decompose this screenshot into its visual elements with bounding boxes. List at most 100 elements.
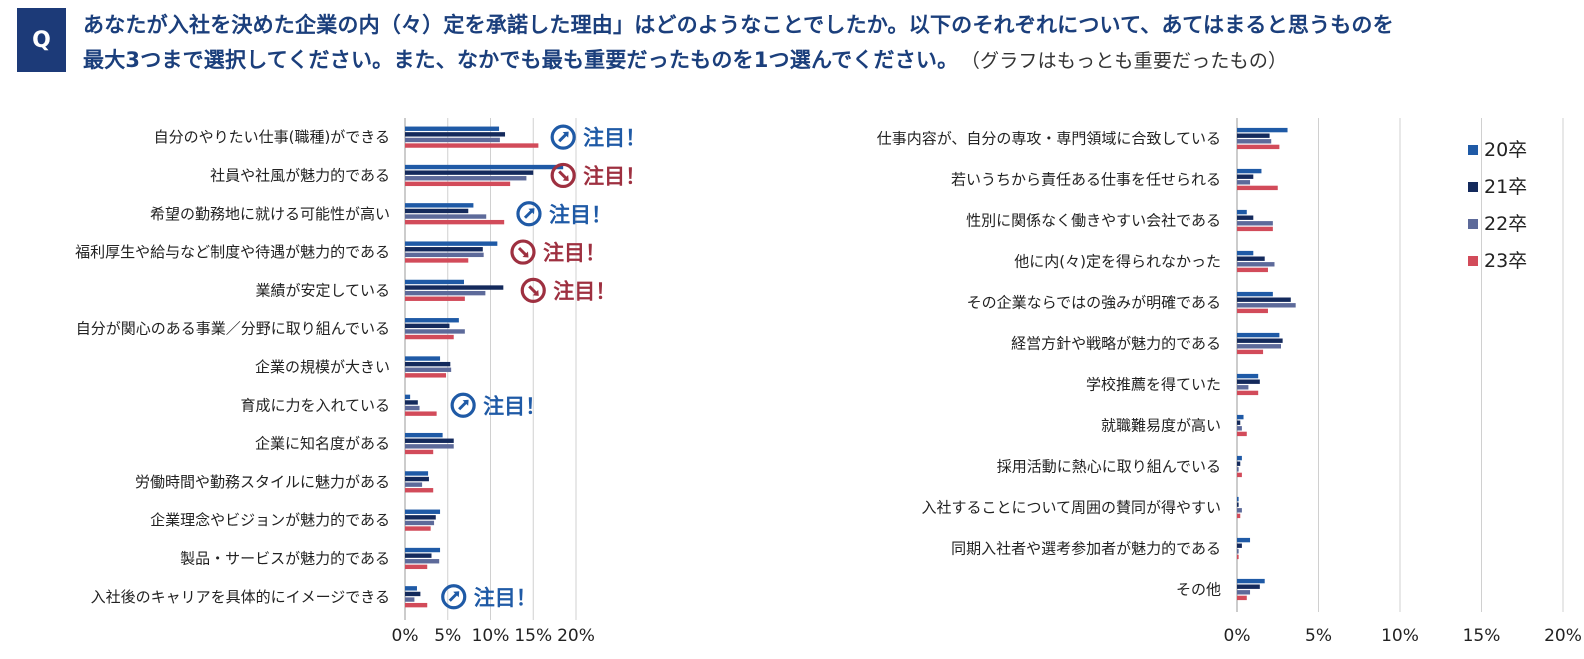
bar-21卒	[1237, 584, 1260, 589]
bar-23卒	[1237, 390, 1259, 396]
bar-22卒	[405, 137, 500, 143]
annotation-label: 注目！	[549, 203, 612, 227]
category-label: 採用活動に熱心に取り組んでいる	[997, 458, 1221, 476]
bar-21卒	[405, 476, 429, 482]
x-tick-label: 20%	[557, 626, 595, 646]
annotation-callout: 注目！	[516, 201, 612, 227]
bar-22卒	[1237, 262, 1275, 267]
bar-22卒	[1237, 467, 1239, 472]
bar-21卒	[405, 515, 436, 520]
chart-1: 0% 5% 10% 15% 20% 自分のやりたい仕事(職種)ができる社員や社風が魅力的で…	[75, 118, 646, 646]
legend-label: 21卒	[1484, 176, 1527, 198]
x-tick-label: 0%	[392, 626, 419, 646]
category-label: 育成に力を入れている	[240, 396, 390, 414]
bar-21卒	[405, 170, 534, 175]
bar-21卒	[1237, 133, 1270, 138]
category-label: 労働時間や勤務スタイルに魅力がある	[135, 473, 390, 491]
down-arrow-icon	[510, 239, 536, 265]
bar-21卒	[405, 285, 504, 290]
bar-21卒	[405, 553, 432, 558]
bar-21卒	[1237, 379, 1260, 384]
category-label: 希望の勤務地に就ける可能性が高い	[150, 205, 390, 223]
bar-20卒	[1237, 291, 1273, 297]
bar-23卒	[1237, 144, 1280, 150]
question-text-line2: 最大3つまで選択してください。また、なかでも最も重要だったものを1つ選んでくださ…	[83, 44, 1287, 74]
up-arrow-icon	[441, 584, 467, 610]
bar-23卒	[405, 219, 505, 225]
x-tick-label: 5%	[1305, 626, 1332, 646]
bar-22卒	[405, 597, 415, 602]
legend-swatch	[1468, 219, 1478, 229]
bar-21卒	[1237, 215, 1254, 220]
category-label: 入社することについて周囲の賛同が得やすい	[921, 499, 1221, 517]
legend-swatch	[1468, 182, 1478, 192]
category-label: 経営方針や戦略が魅力的である	[1011, 335, 1221, 353]
bar-22卒	[405, 290, 486, 296]
bar-20卒	[1237, 455, 1242, 461]
bar-20卒	[405, 164, 564, 170]
chart-2: 0% 5% 10% 15% 20% 仕事内容が、自分の専攻・専門領域に合致している若いうち…	[877, 118, 1582, 646]
category-label: 若いうちから責任ある仕事を任せられる	[951, 171, 1221, 189]
legend-swatch	[1468, 145, 1478, 155]
bar-20卒	[405, 356, 441, 361]
bar-20卒	[405, 318, 459, 323]
legend-label: 20卒	[1484, 139, 1527, 161]
bar-20卒	[1237, 168, 1262, 174]
annotation-label: 注目！	[543, 241, 606, 265]
bar-22卒	[1237, 344, 1282, 349]
bar-23卒	[1237, 431, 1247, 437]
annotation-callout: 注目！	[441, 584, 537, 610]
x-tick-label: 10%	[472, 626, 510, 646]
x-tick-label: 10%	[1381, 626, 1419, 646]
x-tick-label: 0%	[1224, 626, 1251, 646]
bar-20卒	[405, 126, 500, 131]
category-label: 同期入社者や選考参加者が魅力的である	[951, 540, 1221, 558]
bar-21卒	[1237, 338, 1283, 343]
bar-21卒	[1237, 461, 1241, 466]
bar-22卒	[405, 520, 435, 526]
bar-21卒	[405, 361, 451, 367]
bar-23卒	[1237, 513, 1241, 519]
category-label: 企業理念やビジョンが魅力的である	[150, 511, 390, 529]
bar-20卒	[1237, 250, 1254, 256]
bar-20卒	[1237, 127, 1288, 133]
annotation-callout: 注目！	[550, 162, 646, 188]
bar-20卒	[405, 279, 464, 285]
bar-20卒	[1237, 537, 1251, 543]
bar-20卒	[405, 509, 441, 514]
bar-22卒	[1237, 508, 1242, 513]
bar-22卒	[405, 329, 465, 334]
bar-22卒	[1237, 221, 1273, 226]
annotation-callout: 注目！	[550, 124, 646, 150]
x-tick-label: 15%	[514, 626, 552, 646]
bar-21卒	[405, 208, 469, 214]
bar-22卒	[1237, 426, 1242, 431]
annotation-label: 注目！	[483, 394, 546, 418]
bar-20卒	[405, 547, 441, 553]
bar-23卒	[405, 143, 539, 148]
category-label: 性別に関係なく働きやすい会社である	[966, 212, 1221, 230]
bar-21卒	[1237, 420, 1241, 425]
bar-23卒	[1237, 226, 1273, 232]
bar-23卒	[1237, 185, 1278, 191]
bar-21卒	[405, 247, 483, 252]
bar-22卒	[1237, 385, 1249, 390]
bar-20卒	[405, 586, 417, 591]
bar-20卒	[1237, 578, 1265, 584]
bar-21卒	[1237, 543, 1242, 548]
bar-20卒	[405, 394, 411, 400]
annotation-callout: 注目！	[450, 392, 546, 418]
category-label: 入社後のキャリアを具体的にイメージできる	[91, 588, 390, 606]
category-label: 福利厚生や給与など制度や待遇が魅力的である	[75, 243, 390, 261]
legend-label: 23卒	[1484, 250, 1527, 272]
x-tick-label: 20%	[1544, 626, 1582, 646]
bar-23卒	[405, 488, 434, 493]
bar-20卒	[405, 471, 429, 476]
bar-20卒	[1237, 209, 1247, 215]
bar-22卒	[405, 405, 420, 411]
category-label: その他	[1176, 581, 1221, 599]
bar-23卒	[405, 564, 428, 570]
category-label: 製品・サービスが魅力的である	[180, 549, 390, 567]
bar-23卒	[405, 296, 465, 301]
